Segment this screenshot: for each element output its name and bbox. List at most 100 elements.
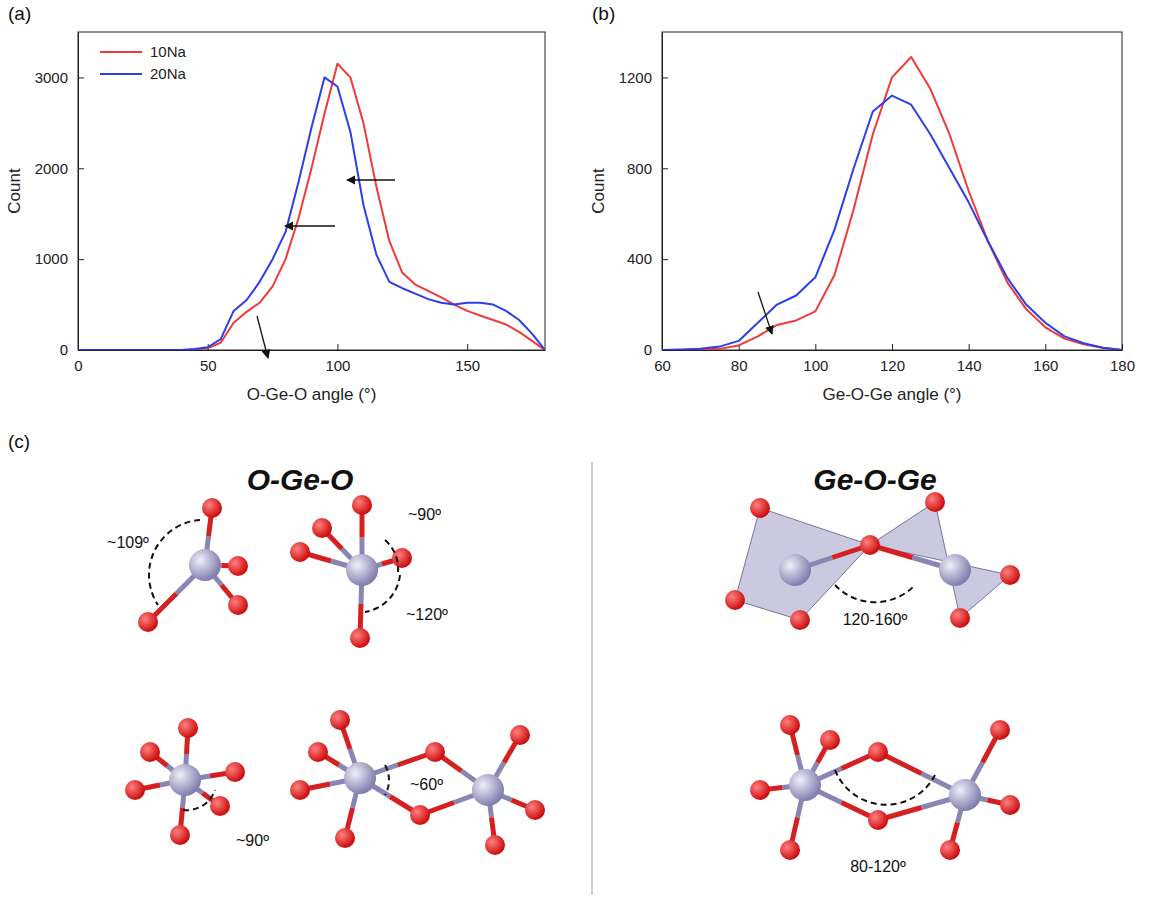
y-tick-label: 400 <box>627 250 652 267</box>
angle-arc <box>835 770 935 805</box>
o-atom <box>228 556 248 576</box>
o-atom <box>290 780 310 800</box>
o-atom <box>330 710 350 730</box>
legend-label: 10Na <box>150 43 187 60</box>
ge-atom <box>344 762 376 794</box>
o-atom <box>140 742 160 762</box>
y-tick-label: 0 <box>644 341 652 358</box>
tick: 800 <box>627 160 668 177</box>
panel-label: (b) <box>592 3 615 24</box>
arrows <box>257 180 772 358</box>
o-atom <box>290 542 310 562</box>
o-atom <box>225 762 245 782</box>
angle-arc <box>183 790 215 810</box>
axis-line <box>78 33 79 351</box>
angle-label: ~60º <box>410 776 443 793</box>
angle-label: ~120º <box>406 606 448 623</box>
o-atom <box>170 825 190 845</box>
y-tick-label: 1200 <box>619 69 652 86</box>
tick: 1000 <box>35 250 84 267</box>
panel-label: (c) <box>8 431 30 452</box>
o-atom <box>312 518 332 538</box>
tick: 100 <box>325 344 350 374</box>
x-axis: 050100150 <box>74 344 545 374</box>
tick: 1200 <box>619 69 668 86</box>
tick: 160 <box>1033 344 1058 374</box>
diagram-panel: (c)O-Ge-OGe-O-Ge~109º~90º~120º~90º~60º12… <box>8 431 1020 895</box>
tick: 150 <box>455 344 480 374</box>
y-tick-label: 1000 <box>35 250 68 267</box>
o-atom <box>485 835 505 855</box>
o-atom <box>790 610 810 630</box>
legend: 10Na 20Na <box>100 43 187 82</box>
o-atom <box>1000 565 1020 585</box>
ge-atom <box>189 549 221 581</box>
ge-atom <box>472 774 504 806</box>
y-axis-title: Count <box>5 168 24 214</box>
series-line <box>662 57 1122 350</box>
x-tick-mark <box>815 344 816 350</box>
ge-atom <box>779 554 811 586</box>
angle-arc <box>385 765 389 795</box>
y-tick-label: 2000 <box>35 160 68 177</box>
o-atom <box>178 718 198 738</box>
axis-line <box>662 33 663 351</box>
legend-swatch <box>100 51 142 53</box>
x-tick-label: 80 <box>731 357 748 374</box>
x-tick-label: 100 <box>325 357 350 374</box>
o-atom <box>780 840 800 860</box>
o-atom <box>125 780 145 800</box>
x-tick-label: 120 <box>880 357 905 374</box>
o-atom <box>750 498 770 518</box>
axis-line <box>79 350 546 351</box>
legend-label: 20Na <box>150 65 187 82</box>
structure <box>725 492 1020 630</box>
angle-label: ~90º <box>408 506 441 523</box>
angle-arc <box>149 520 200 605</box>
angle-label: ~109º <box>107 534 149 551</box>
x-axis-title: O-Ge-O angle (°) <box>247 385 377 404</box>
o-atom <box>228 595 248 615</box>
y-tick-mark <box>662 168 668 169</box>
arrow <box>758 292 772 334</box>
o-atom <box>780 715 800 735</box>
x-tick-label: 140 <box>957 357 982 374</box>
x-tick-mark <box>467 344 468 350</box>
angle-arc <box>835 585 915 602</box>
legend-swatch <box>100 73 142 75</box>
angle-label: ~90º <box>236 832 269 849</box>
axis-line <box>663 350 1123 351</box>
plot-frame <box>78 32 545 350</box>
divider <box>592 462 593 895</box>
o-atom <box>820 730 840 750</box>
o-atom <box>335 828 355 848</box>
x-tick-label: 160 <box>1033 357 1058 374</box>
x-tick-mark <box>337 344 338 350</box>
plot-frame <box>662 32 1122 350</box>
x-tick-mark <box>1045 344 1046 350</box>
y-tick-mark <box>78 350 84 351</box>
angle-arc <box>385 540 398 572</box>
x-tick-label: 180 <box>1110 357 1135 374</box>
tick: 2000 <box>35 160 84 177</box>
o-atom <box>925 492 945 512</box>
tick: 80 <box>731 344 748 374</box>
o-atom <box>868 742 888 762</box>
o-atom <box>860 535 880 555</box>
plot-area <box>662 57 1122 350</box>
o-atom <box>868 810 888 830</box>
chart-panel: 608010012014016018004008001200Ge-O-Ge an… <box>589 3 1135 404</box>
structure <box>125 718 245 845</box>
ge-atom <box>169 764 201 796</box>
o-atom <box>950 608 970 628</box>
x-tick-label: 50 <box>200 357 217 374</box>
o-atom <box>210 796 230 816</box>
figure: 0501001500100020003000O-Ge-O angle (°)Co… <box>0 0 1160 901</box>
arrow <box>347 179 395 180</box>
o-atom <box>138 612 158 632</box>
y-tick-mark <box>662 259 668 260</box>
x-tick-label: 60 <box>654 357 671 374</box>
ge-atom <box>346 554 378 586</box>
tick: 100 <box>803 344 828 374</box>
ge-atom <box>939 554 971 586</box>
